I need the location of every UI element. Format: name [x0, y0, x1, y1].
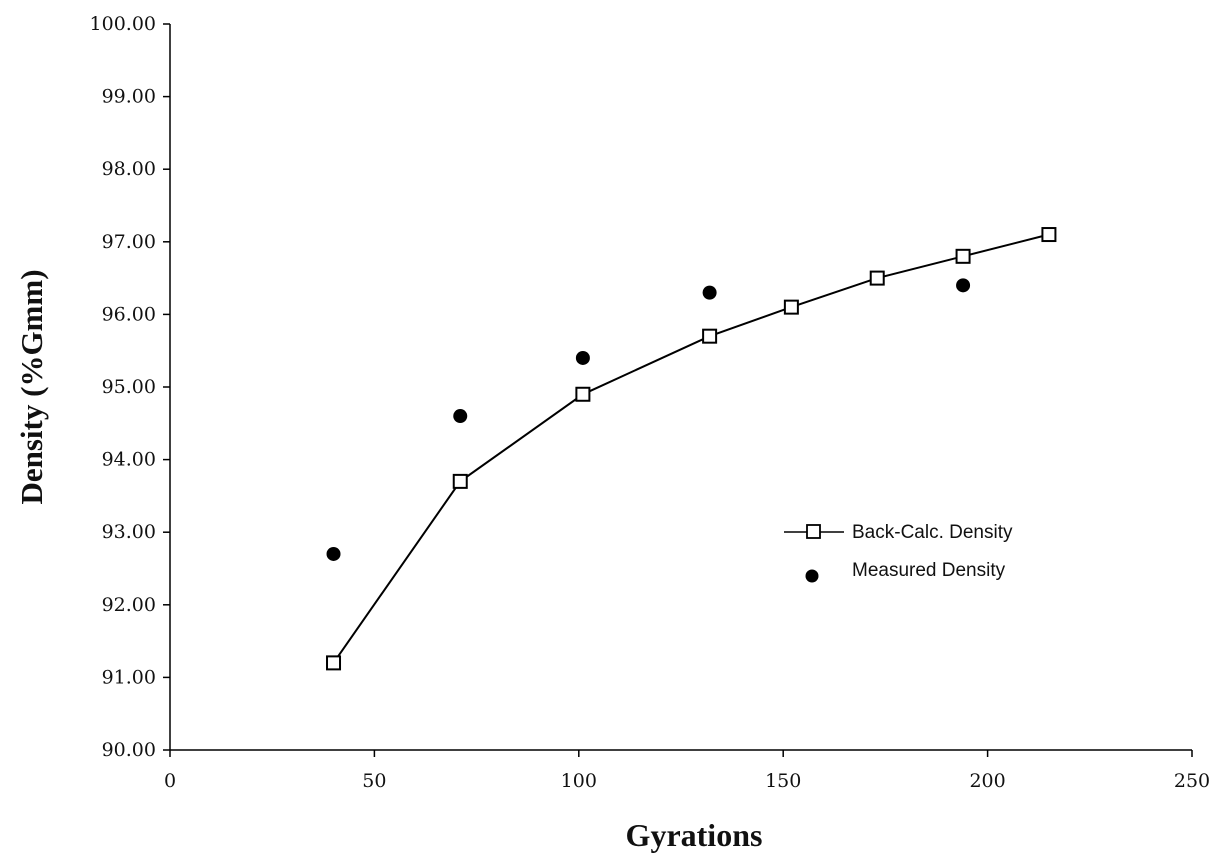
x-axis-title: Gyrations	[626, 817, 763, 853]
back-calc-density-line	[332, 233, 1050, 664]
y-tick-label: 95.00	[102, 376, 156, 398]
back-calc-density-point	[783, 299, 799, 315]
measured-density-point	[453, 409, 468, 424]
x-tick-label: 200	[969, 770, 1005, 792]
y-tick-label: 98.00	[102, 158, 156, 180]
y-tick-label: 91.00	[102, 666, 156, 688]
measured-density-point	[326, 546, 341, 561]
back-calc-density-point	[702, 328, 718, 344]
back-calc-density-point	[575, 386, 591, 402]
ticks	[163, 23, 1193, 757]
y-tick-label: 93.00	[102, 521, 156, 543]
legend-square-marker	[806, 524, 821, 539]
back-calc-density-point	[869, 270, 885, 286]
x-tick-label: 50	[362, 770, 386, 792]
back-calc-density-point	[955, 248, 971, 264]
y-tick-label: 100.00	[90, 13, 156, 35]
legend: Back-Calc. Density Measured Density	[784, 522, 1013, 583]
y-tick-label: 94.00	[102, 449, 156, 471]
x-tick-label: 0	[164, 770, 176, 792]
tick-labels: 0 50 100 150 200 250 90.00 91.00 92.00 93.00 94.00…	[90, 13, 1211, 792]
y-axis-title: Density (%Gmm)	[14, 269, 49, 504]
y-tick-label: 96.00	[102, 303, 156, 325]
y-tick-label: 99.00	[102, 86, 156, 108]
legend-circle-marker	[805, 569, 819, 583]
y-tick-label: 97.00	[102, 231, 156, 253]
back-calc-density-point	[452, 473, 468, 489]
measured-density-point	[575, 350, 590, 365]
measured-density-point	[702, 285, 717, 300]
y-tick-label: 92.00	[102, 594, 156, 616]
back-calc-density-point	[326, 655, 342, 671]
legend-label-measured: Measured Density	[852, 560, 1006, 581]
back-calc-density-point	[1041, 227, 1057, 243]
x-tick-label: 150	[765, 770, 801, 792]
y-tick-label: 90.00	[102, 739, 156, 761]
markers	[326, 227, 1057, 671]
measured-density-point	[956, 278, 971, 293]
x-tick-label: 250	[1174, 770, 1210, 792]
legend-label-back-calc: Back-Calc. Density	[852, 522, 1013, 543]
axes	[169, 24, 1192, 751]
back-calc-density-series-line	[332, 233, 1050, 664]
x-tick-label: 100	[561, 770, 597, 792]
